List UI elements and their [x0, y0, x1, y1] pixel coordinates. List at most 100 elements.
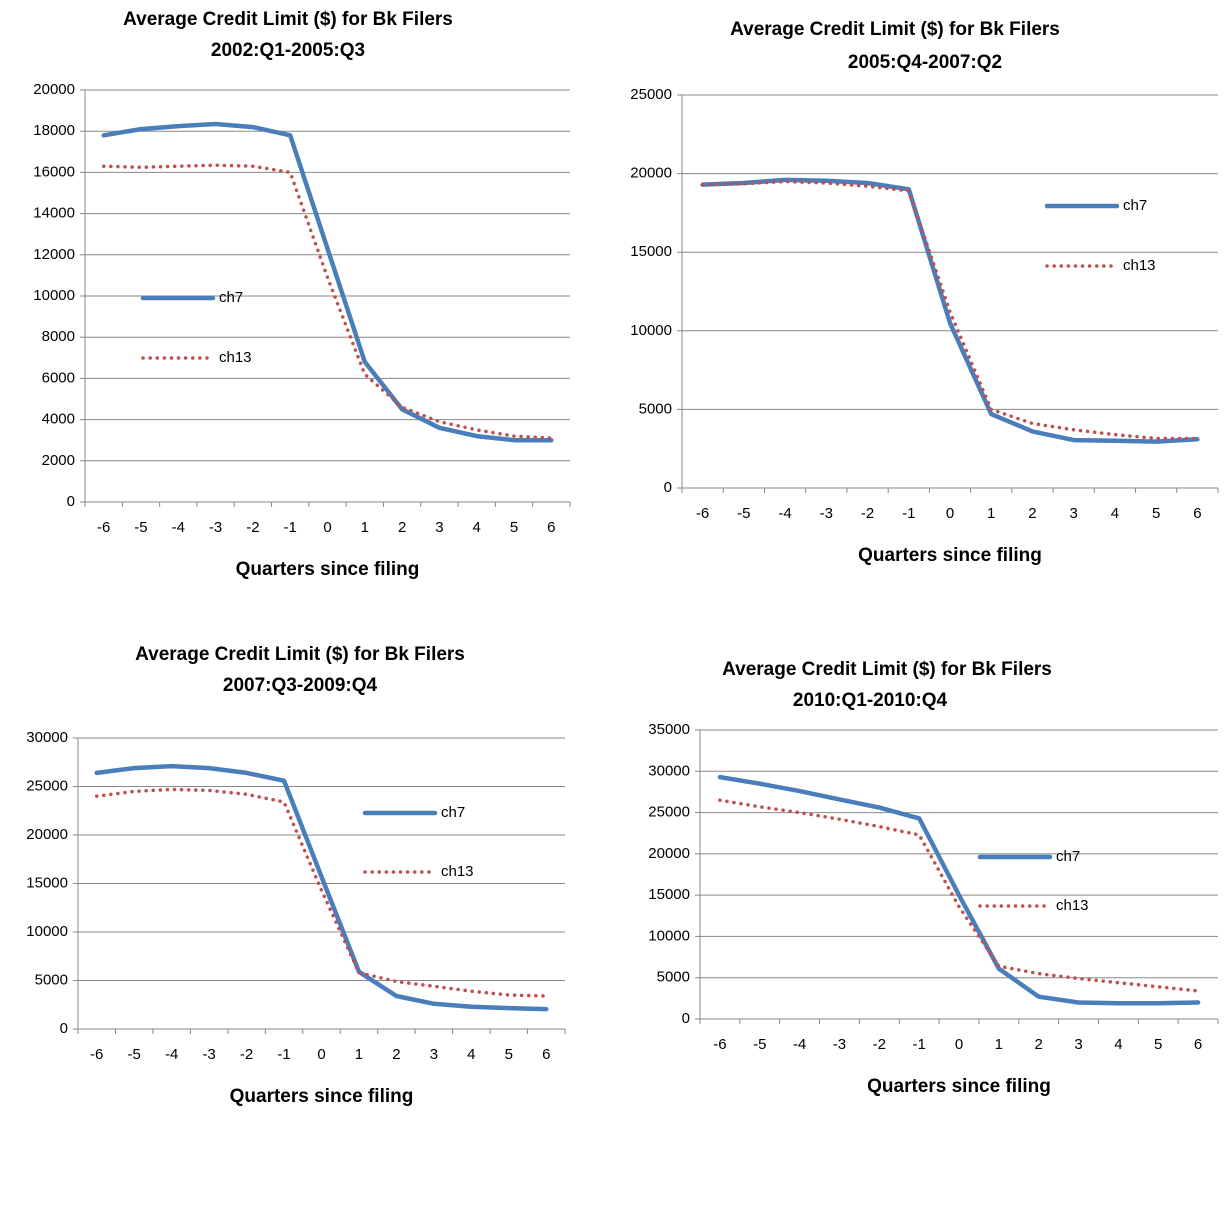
series-line: [700, 177, 1200, 444]
x-axis-label: Quarters since filing: [230, 1086, 414, 1107]
y-tick-label: 15000: [26, 874, 68, 891]
x-tick-label: -4: [172, 519, 185, 536]
x-tick-label: 0: [955, 1036, 963, 1053]
x-tick-label: 3: [435, 519, 443, 536]
chart-title: Average Credit Limit ($) for Bk Filers: [722, 659, 1052, 680]
x-tick-label: -6: [90, 1046, 103, 1063]
x-tick-label: 0: [946, 505, 954, 522]
x-tick-label: -4: [778, 505, 791, 522]
chart-title: Average Credit Limit ($) for Bk Filers: [123, 9, 453, 30]
x-tick-label: -6: [696, 505, 709, 522]
x-tick-label: -5: [128, 1046, 141, 1063]
y-tick-label: 25000: [26, 777, 68, 794]
x-tick-label: 0: [317, 1046, 325, 1063]
x-tick-label: -3: [833, 1036, 846, 1053]
y-tick-label: 20000: [648, 845, 690, 862]
x-tick-label: 4: [1111, 505, 1119, 522]
series-line: [718, 798, 1200, 993]
x-tick-label: -6: [97, 519, 110, 536]
x-tick-label: 1: [361, 519, 369, 536]
y-tick-label: 5000: [657, 969, 690, 986]
series-line: [700, 179, 1200, 441]
y-tick-label: 15000: [630, 243, 672, 260]
y-tick-label: 0: [682, 1010, 690, 1027]
y-tick-label: 20000: [26, 826, 68, 843]
x-tick-label: 2: [392, 1046, 400, 1063]
y-tick-label: 8000: [42, 328, 75, 345]
x-tick-label: 6: [1194, 1036, 1202, 1053]
chart-subtitle: 2002:Q1-2005:Q3: [211, 40, 365, 61]
legend-label: ch7: [1056, 848, 1080, 865]
y-tick-label: 10000: [630, 322, 672, 339]
legend-label: ch13: [441, 863, 474, 880]
x-tick-label: -2: [873, 1036, 886, 1053]
x-tick-label: -2: [240, 1046, 253, 1063]
y-tick-label: 18000: [33, 122, 75, 139]
y-tick-label: 12000: [33, 246, 75, 263]
x-tick-label: -1: [902, 505, 915, 522]
chart-subtitle: 2007:Q3-2009:Q4: [223, 675, 378, 696]
legend-label: ch13: [1123, 257, 1156, 274]
y-tick-label: 0: [60, 1020, 68, 1037]
x-tick-label: 3: [430, 1046, 438, 1063]
x-tick-label: 6: [1193, 505, 1201, 522]
y-tick-label: 5000: [639, 400, 672, 417]
x-tick-label: 5: [510, 519, 518, 536]
legend-label: ch7: [1123, 197, 1147, 214]
y-tick-label: 0: [664, 479, 672, 496]
x-tick-label: 1: [987, 505, 995, 522]
x-tick-label: -3: [202, 1046, 215, 1063]
x-tick-label: 2: [1028, 505, 1036, 522]
y-tick-label: 10000: [33, 287, 75, 304]
x-tick-label: 4: [473, 519, 481, 536]
series-line: [94, 763, 549, 1012]
y-tick-label: 4000: [42, 411, 75, 428]
x-tick-label: -5: [134, 519, 147, 536]
y-tick-label: 20000: [33, 81, 75, 98]
x-tick-label: -1: [912, 1036, 925, 1053]
x-tick-label: 2: [1035, 1036, 1043, 1053]
x-tick-label: -1: [284, 519, 297, 536]
series-line: [101, 121, 554, 443]
x-tick-label: 2: [398, 519, 406, 536]
x-tick-label: 4: [467, 1046, 475, 1063]
legend-label: ch7: [441, 804, 465, 821]
y-tick-label: 20000: [630, 165, 672, 182]
x-tick-label: -5: [753, 1036, 766, 1053]
y-tick-label: 2000: [42, 452, 75, 469]
y-tick-label: 5000: [35, 971, 68, 988]
y-tick-label: 10000: [648, 927, 690, 944]
x-tick-label: 5: [505, 1046, 513, 1063]
x-tick-label: 1: [355, 1046, 363, 1063]
x-tick-label: -4: [793, 1036, 806, 1053]
x-tick-label: 3: [1074, 1036, 1082, 1053]
x-tick-label: 3: [1070, 505, 1078, 522]
x-axis-label: Quarters since filing: [858, 545, 1042, 566]
x-tick-label: 6: [547, 519, 555, 536]
y-tick-label: 35000: [648, 721, 690, 738]
x-tick-label: -1: [277, 1046, 290, 1063]
series-line: [101, 163, 554, 440]
y-tick-label: 15000: [648, 886, 690, 903]
y-tick-label: 25000: [630, 86, 672, 103]
chart-title: Average Credit Limit ($) for Bk Filers: [135, 644, 465, 665]
chart-subtitle: 2010:Q1-2010:Q4: [793, 690, 948, 711]
x-tick-label: 5: [1152, 505, 1160, 522]
x-tick-label: -6: [713, 1036, 726, 1053]
legend-label: ch13: [1056, 897, 1089, 914]
chart-subtitle: 2005:Q4-2007:Q2: [848, 52, 1002, 73]
y-tick-label: 30000: [26, 729, 68, 746]
x-tick-label: 1: [995, 1036, 1003, 1053]
y-tick-label: 25000: [648, 804, 690, 821]
x-axis-label: Quarters since filing: [236, 559, 420, 580]
x-tick-label: -2: [861, 505, 874, 522]
series-line: [94, 787, 549, 998]
x-tick-label: -5: [737, 505, 750, 522]
y-tick-label: 6000: [42, 369, 75, 386]
x-tick-label: 0: [323, 519, 331, 536]
y-tick-label: 30000: [648, 762, 690, 779]
y-tick-label: 0: [67, 493, 75, 510]
x-axis-label: Quarters since filing: [867, 1076, 1051, 1097]
x-tick-label: -3: [209, 519, 222, 536]
